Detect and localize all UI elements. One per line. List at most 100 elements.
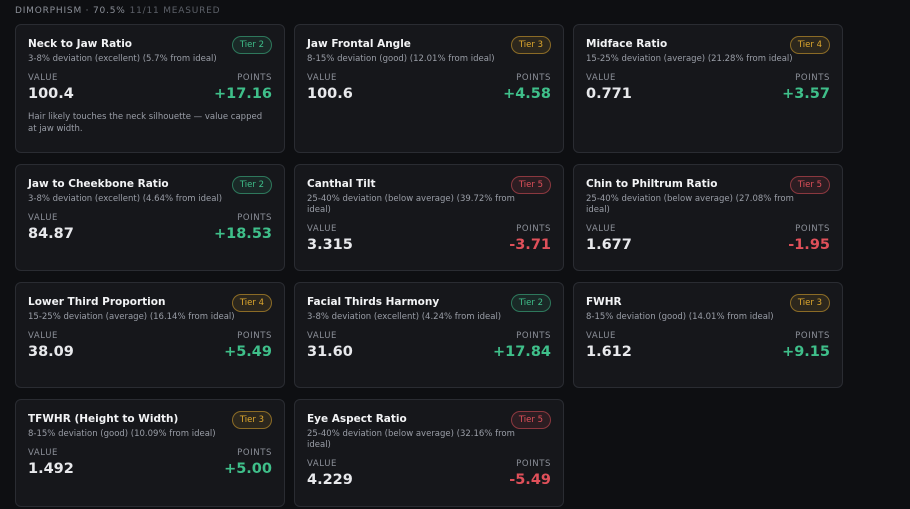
- metric-points: +17.16: [213, 86, 272, 102]
- card-header: Eye Aspect Ratio Tier 5: [307, 411, 551, 429]
- value-label: VALUE: [28, 448, 58, 458]
- metric-value: 100.6: [307, 86, 353, 102]
- card-header: Canthal Tilt Tier 5: [307, 176, 551, 194]
- values-row: VALUE 1.492 POINTS +5.00: [28, 448, 272, 477]
- tier-badge: Tier 3: [231, 411, 272, 429]
- points-block: POINTS -3.71: [509, 224, 551, 253]
- value-label: VALUE: [28, 213, 58, 223]
- metric-value: 1.492: [28, 461, 74, 477]
- points-block: POINTS +3.57: [782, 73, 830, 102]
- card-header: TFWHR (Height to Width) Tier 3: [28, 411, 272, 429]
- metric-name: Eye Aspect Ratio: [307, 413, 407, 425]
- card-header: Midface Ratio Tier 4: [586, 36, 830, 54]
- metric-card: Lower Third Proportion Tier 4 15-25% devia…: [15, 282, 285, 388]
- metric-points: -1.95: [788, 237, 830, 253]
- metric-points: +4.58: [503, 86, 551, 102]
- points-label: POINTS: [795, 331, 830, 341]
- values-row: VALUE 1.677 POINTS -1.95: [586, 224, 830, 253]
- metric-card: Chin to Philtrum Ratio Tier 5 25-40% devia…: [573, 164, 843, 271]
- points-block: POINTS +17.84: [493, 331, 551, 360]
- tier-badge: Tier 5: [789, 176, 830, 194]
- value-label: VALUE: [307, 224, 337, 234]
- metric-card: Neck to Jaw Ratio Tier 2 3-8% deviation (e…: [15, 24, 285, 153]
- value-block: VALUE 1.677: [586, 224, 632, 253]
- metric-description: 25-40% deviation (below average) (32.16%…: [307, 429, 515, 450]
- points-label: POINTS: [237, 331, 272, 341]
- tier-badge: Tier 4: [231, 294, 272, 312]
- points-block: POINTS +5.49: [224, 331, 272, 360]
- card-header: Neck to Jaw Ratio Tier 2: [28, 36, 272, 54]
- card-header: FWHR Tier 3: [586, 294, 830, 312]
- metric-card: Canthal Tilt Tier 5 25-40% deviation (belo…: [294, 164, 564, 271]
- metric-points: +5.49: [224, 344, 272, 360]
- value-label: VALUE: [28, 331, 58, 341]
- card-grid: Neck to Jaw Ratio Tier 2 3-8% deviation (e…: [15, 24, 843, 507]
- metric-card: FWHR Tier 3 8-15% deviation (good) (14.01%…: [573, 282, 843, 388]
- card-header: Jaw Frontal Angle Tier 3: [307, 36, 551, 54]
- metric-value: 0.771: [586, 86, 632, 102]
- value-block: VALUE 84.87: [28, 213, 74, 242]
- points-label: POINTS: [237, 213, 272, 223]
- value-label: VALUE: [586, 331, 616, 341]
- metric-description: 3-8% deviation (excellent) (4.64% from i…: [28, 194, 223, 204]
- card-header: Chin to Philtrum Ratio Tier 5: [586, 176, 830, 194]
- points-block: POINTS +4.58: [503, 73, 551, 102]
- metric-value: 84.87: [28, 226, 74, 242]
- metric-description: 3-8% deviation (excellent) (4.24% from i…: [307, 312, 502, 322]
- metric-description: 15-25% deviation (average) (21.28% from …: [586, 54, 793, 64]
- points-label: POINTS: [237, 73, 272, 83]
- tier-badge: Tier 2: [231, 36, 272, 54]
- metric-points: +9.15: [782, 344, 830, 360]
- metric-description: 15-25% deviation (average) (16.14% from …: [28, 312, 235, 322]
- metric-description: 3-8% deviation (excellent) (5.7% from id…: [28, 54, 217, 64]
- tier-badge: Tier 3: [510, 36, 551, 54]
- value-label: VALUE: [28, 73, 58, 83]
- card-header: Facial Thirds Harmony Tier 2: [307, 294, 551, 312]
- metric-description: 25-40% deviation (below average) (27.08%…: [586, 194, 794, 215]
- points-block: POINTS -1.95: [788, 224, 830, 253]
- values-row: VALUE 4.229 POINTS -5.49: [307, 459, 551, 488]
- value-label: VALUE: [307, 73, 337, 83]
- metric-card: TFWHR (Height to Width) Tier 3 8-15% devia…: [15, 399, 285, 507]
- value-block: VALUE 4.229: [307, 459, 353, 488]
- metric-points: -5.49: [509, 472, 551, 488]
- metric-description: 8-15% deviation (good) (14.01% from idea…: [586, 312, 774, 322]
- value-block: VALUE 100.4: [28, 73, 74, 102]
- value-block: VALUE 1.492: [28, 448, 74, 477]
- metric-name: Jaw Frontal Angle: [307, 38, 411, 50]
- metric-name: Facial Thirds Harmony: [307, 296, 440, 308]
- metric-description: 8-15% deviation (good) (10.09% from idea…: [28, 429, 216, 439]
- metric-points: +5.00: [224, 461, 272, 477]
- title: DIMORPHISM · 70.5%: [15, 6, 126, 16]
- metric-name: Lower Third Proportion: [28, 296, 166, 308]
- metric-card: Facial Thirds Harmony Tier 2 3-8% deviatio…: [294, 282, 564, 388]
- values-row: VALUE 38.09 POINTS +5.49: [28, 331, 272, 360]
- tier-badge: Tier 4: [789, 36, 830, 54]
- measured: 11/11 MEASURED: [129, 6, 221, 16]
- points-label: POINTS: [795, 73, 830, 83]
- tier-badge: Tier 2: [231, 176, 272, 194]
- header: DIMORPHISM · 70.5% 11/11 MEASURED: [15, 6, 220, 16]
- metric-card: Midface Ratio Tier 4 15-25% deviation (ave…: [573, 24, 843, 153]
- value-block: VALUE 38.09: [28, 331, 74, 360]
- points-label: POINTS: [237, 448, 272, 458]
- metric-note: Hair likely touches the neck silhouette …: [28, 112, 263, 134]
- values-row: VALUE 1.612 POINTS +9.15: [586, 331, 830, 360]
- points-label: POINTS: [516, 73, 551, 83]
- points-label: POINTS: [516, 459, 551, 469]
- values-row: VALUE 100.4 POINTS +17.16: [28, 73, 272, 102]
- tier-badge: Tier 5: [510, 411, 551, 429]
- metric-description: 8-15% deviation (good) (12.01% from idea…: [307, 54, 495, 64]
- metric-value: 1.677: [586, 237, 632, 253]
- value-block: VALUE 100.6: [307, 73, 353, 102]
- metric-name: FWHR: [586, 296, 622, 308]
- metric-points: +17.84: [492, 344, 551, 360]
- metric-card: Jaw to Cheekbone Ratio Tier 2 3-8% deviati…: [15, 164, 285, 271]
- metric-points: -3.71: [509, 237, 551, 253]
- metric-value: 31.60: [307, 344, 353, 360]
- metric-value: 1.612: [586, 344, 632, 360]
- value-label: VALUE: [586, 224, 616, 234]
- metric-name: Midface Ratio: [586, 38, 668, 50]
- metric-value: 38.09: [28, 344, 74, 360]
